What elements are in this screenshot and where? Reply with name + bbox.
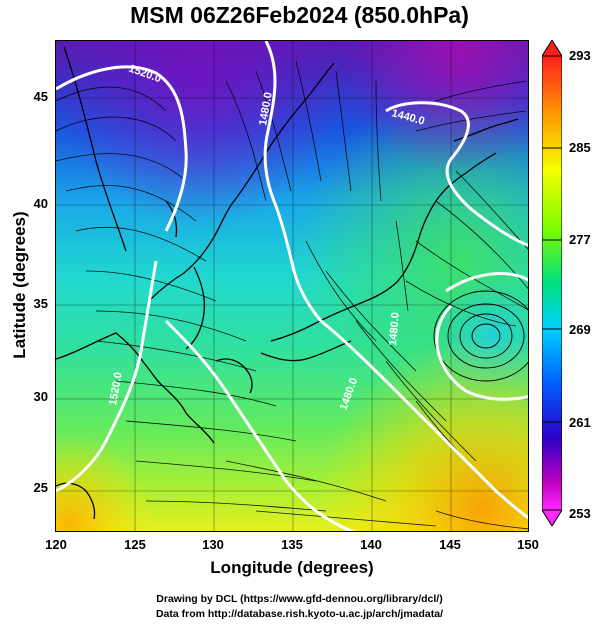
map-svg: 1520.0 1480.0 1440.0 1480.0 1520.0 1480.…: [56, 41, 528, 531]
y-tick-label: 45: [33, 89, 48, 104]
colorbar-label: 261: [569, 415, 591, 430]
x-tick-label: 135: [281, 537, 303, 552]
colorbar-bottom-arrow: [541, 509, 563, 527]
colorbar-label: 253: [569, 506, 591, 521]
x-tick-label: 150: [517, 537, 539, 552]
warm-area-southwest: [56, 41, 528, 531]
colorbar-label: 285: [569, 140, 591, 155]
contour-label-1480-south: 1480.0: [387, 312, 402, 347]
colorbar-label: 293: [569, 48, 591, 63]
map-plot-area: 1520.0 1480.0 1440.0 1480.0 1520.0 1480.…: [55, 40, 529, 532]
chart-title: MSM 06Z26Feb2024 (850.0hPa): [130, 2, 469, 28]
y-axis-label: Latitude (degrees): [10, 211, 29, 359]
y-tick-label: 25: [33, 480, 48, 495]
y-tick-label: 30: [33, 389, 48, 404]
low-pressure-circulation: [433, 290, 528, 382]
x-tick-label: 130: [202, 537, 224, 552]
colorbar-svg: [541, 39, 563, 527]
colorbar-label: 277: [569, 232, 591, 247]
colorbar: [541, 39, 563, 527]
footer-credit-line1: Drawing by DCL (https://www.gfd-dennou.o…: [156, 593, 443, 605]
colorbar-top-arrow: [541, 39, 563, 57]
height-contours: [56, 41, 528, 531]
x-tick-label: 140: [360, 537, 382, 552]
y-tick-label: 35: [33, 296, 48, 311]
y-tick-label: 40: [33, 196, 48, 211]
colorbar-gradient: [541, 55, 563, 511]
x-tick-label: 120: [45, 537, 67, 552]
contour-label-1520-south: 1520.0: [107, 371, 125, 406]
x-axis-label: Longitude (degrees): [210, 558, 374, 577]
wind-streamlines: [56, 60, 528, 530]
contour-label-1480-north: 1480.0: [257, 91, 275, 126]
colorbar-label: 269: [569, 322, 591, 337]
x-tick-label: 145: [439, 537, 461, 552]
x-tick-label: 125: [124, 537, 146, 552]
footer-credit-line2: Data from http://database.rish.kyoto-u.a…: [155, 608, 444, 620]
